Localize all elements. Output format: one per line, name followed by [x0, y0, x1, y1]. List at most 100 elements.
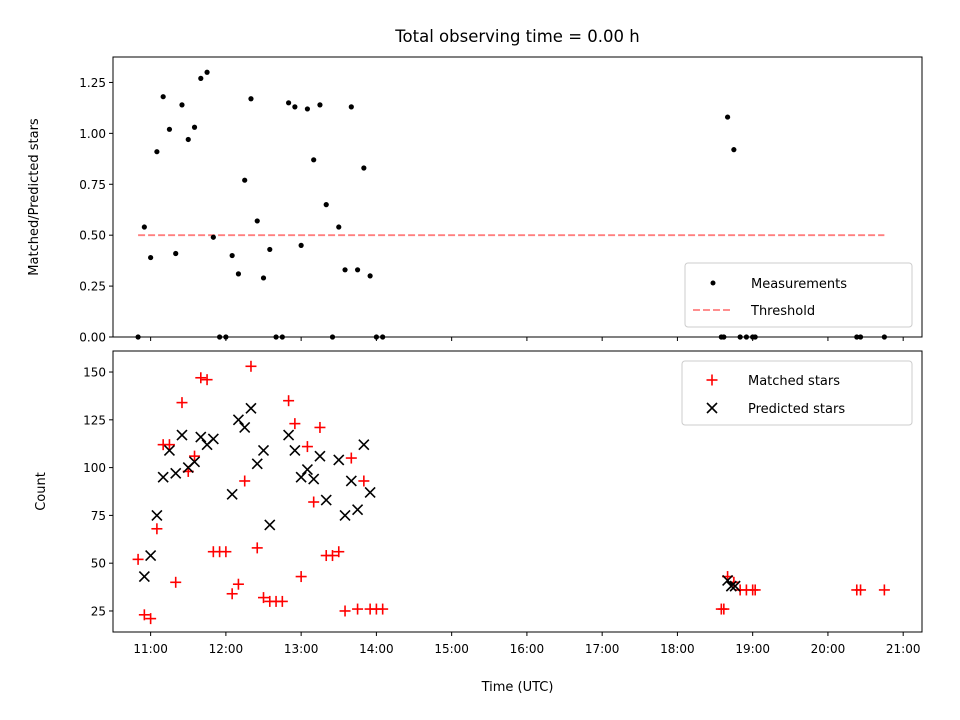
measurement-point — [273, 334, 279, 340]
predicted-star-point — [725, 580, 737, 592]
x-tick-label: 19:00 — [735, 642, 770, 656]
measurement-point — [737, 334, 743, 340]
predicted-star-point — [232, 414, 244, 426]
predicted-star-point — [226, 488, 238, 500]
bottom-y-tick-label: 150 — [83, 366, 106, 380]
measurement-points — [135, 69, 887, 340]
matched-star-point — [308, 496, 320, 508]
measurement-point — [298, 242, 304, 248]
measurement-point — [166, 126, 173, 132]
x-tick-label: 20:00 — [811, 642, 846, 656]
measurement-point — [254, 218, 260, 224]
matched-star-point — [170, 576, 182, 588]
matched-star-point — [276, 595, 288, 607]
predicted-star-point — [333, 454, 345, 466]
predicted-star-point — [289, 444, 301, 456]
predicted-star-point — [308, 473, 320, 485]
x-tick-label: 14:00 — [359, 642, 394, 656]
predicted-star-point — [352, 504, 364, 516]
measurement-point — [854, 334, 860, 340]
top-legend-box — [684, 262, 913, 328]
matched-star-point — [258, 592, 270, 604]
measurement-point — [881, 334, 887, 340]
legend-measurements-label: Measurements — [751, 277, 847, 292]
measurement-point — [204, 69, 210, 75]
measurement-point — [135, 334, 141, 340]
matched-star-point — [195, 372, 207, 384]
legend-predicted-marker — [706, 402, 718, 414]
matched-star-point — [345, 452, 357, 464]
measurement-point — [285, 100, 292, 106]
matched-star-point — [314, 421, 326, 433]
x-tick-label: 18:00 — [660, 642, 695, 656]
bottom-y-tick-label: 100 — [83, 461, 106, 475]
x-axis-label: Time (UTC) — [481, 680, 554, 695]
top-y-tick-label: 0.25 — [79, 280, 106, 294]
bottom-y-tick-label: 125 — [83, 413, 106, 427]
top-plot: 0.00 0.25 0.50 0.75 1.00 1.25 Matched/Predict… — [27, 56, 923, 345]
measurement-point — [752, 334, 758, 340]
predicted-star-point — [364, 486, 376, 499]
bottom-y-tick-label: 75 — [91, 509, 106, 523]
predicted-star-point — [345, 475, 357, 487]
measurement-point — [198, 75, 204, 81]
predicted-star-point — [722, 574, 734, 586]
matched-star-point — [138, 609, 150, 621]
bottom-x-ticks: 11:00 12:00 13:00 14:00 15:00 16:00 17:00 18:00… — [133, 632, 920, 656]
measurement-point — [380, 334, 386, 340]
predicted-star-point — [188, 456, 201, 468]
predicted-star-point — [339, 509, 351, 521]
matched-star-point — [201, 374, 213, 386]
measurement-point — [235, 271, 242, 277]
matched-star-point — [352, 603, 364, 615]
predicted-star-point — [320, 494, 332, 506]
measurement-point — [141, 224, 147, 230]
measurement-point — [311, 157, 317, 163]
measurement-point — [267, 246, 273, 253]
measurement-point — [743, 334, 750, 340]
measurement-point — [857, 334, 864, 340]
predicted-star-point — [264, 519, 276, 531]
count-points — [132, 360, 890, 625]
measurement-point — [148, 254, 154, 261]
top-y-tick-label: 1.00 — [79, 127, 106, 141]
matched-star-point — [283, 395, 295, 407]
measurement-point — [348, 104, 354, 110]
measurement-point — [229, 252, 235, 259]
top-y-tick-label: 0.75 — [79, 178, 106, 192]
predicted-star-point — [283, 429, 295, 441]
matched-star-point — [326, 550, 338, 562]
measurement-point — [342, 267, 348, 273]
legend-matched-label: Matched stars — [748, 374, 840, 389]
predicted-star-point — [207, 433, 219, 445]
measurement-point — [154, 149, 160, 155]
matched-star-point — [295, 571, 307, 583]
measurement-point — [185, 136, 191, 143]
matched-star-point — [239, 475, 251, 487]
predicted-star-point — [145, 549, 157, 562]
x-tick-label: 11:00 — [133, 642, 168, 656]
matched-star-point — [226, 588, 238, 600]
top-legend: Measurements Threshold — [684, 262, 913, 328]
predicted-star-point — [358, 439, 370, 451]
matched-star-point — [232, 578, 244, 590]
x-tick-label: 16:00 — [510, 642, 545, 656]
measurement-point — [367, 273, 373, 279]
matched-star-point — [333, 546, 345, 558]
matched-star-point — [878, 584, 890, 596]
matched-star-point — [358, 475, 370, 487]
top-y-tick-label: 0.00 — [79, 331, 106, 345]
predicted-star-point — [170, 467, 182, 479]
measurement-point — [160, 94, 166, 100]
predicted-star-point — [314, 450, 326, 462]
bottom-y-tick-label: 25 — [91, 604, 106, 618]
matched-star-point — [289, 418, 301, 430]
measurement-point — [336, 224, 342, 230]
chart-title: Total observing time = 0.00 h — [394, 27, 639, 46]
matched-star-point — [220, 546, 232, 558]
matched-star-point — [151, 523, 163, 535]
bottom-legend-box — [681, 360, 913, 426]
bottom-y-axis-label: Count — [34, 472, 49, 511]
top-x-ticks — [150, 337, 904, 341]
x-tick-label: 17:00 — [585, 642, 620, 656]
